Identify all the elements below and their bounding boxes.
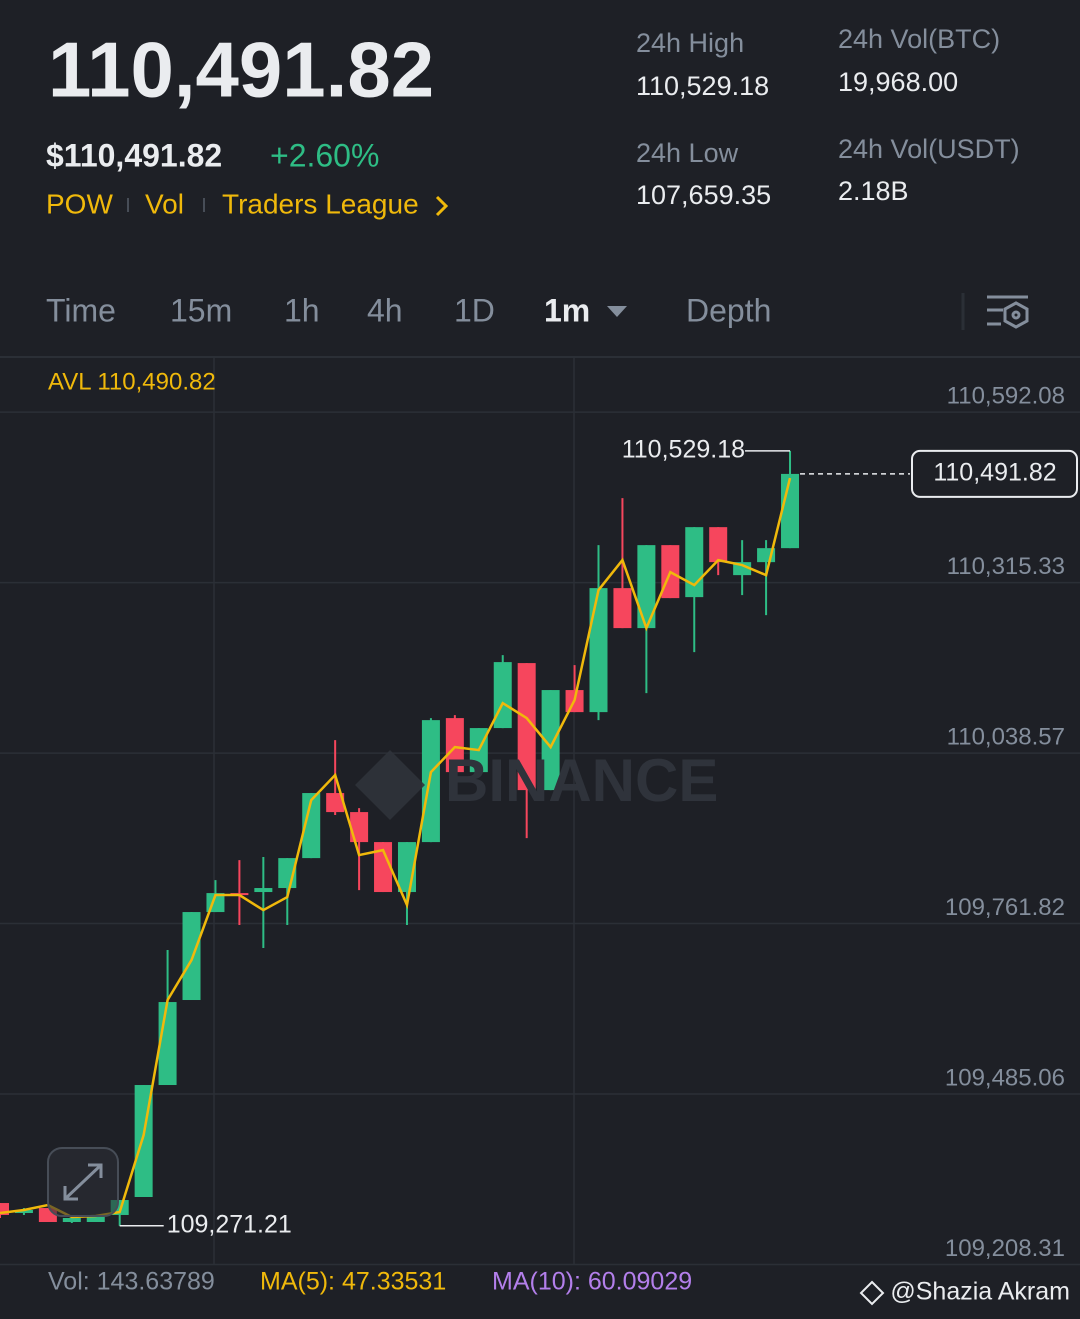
candle-body: [613, 588, 632, 629]
indicator-ma5: MA(5): 47.33531: [260, 1268, 446, 1296]
watermark: BINANCE: [445, 747, 718, 814]
candle-body: [302, 793, 321, 859]
stat-value: 107,659.35: [636, 180, 771, 210]
expand-button[interactable]: [47, 1147, 119, 1217]
candle-body: [421, 720, 440, 843]
chevron: [435, 195, 449, 217]
link-pow[interactable]: POW: [46, 188, 113, 219]
candle-body: [326, 793, 345, 813]
credit: @Shazia Akram: [890, 1278, 1070, 1306]
avl-label: AVL 110,490.82: [48, 368, 216, 395]
last-price-label: 110,491.82: [933, 459, 1056, 487]
candle-body: [374, 842, 393, 893]
indicator-vol: Vol: 143.63789: [48, 1268, 215, 1296]
tab-active[interactable]: 1m: [544, 292, 590, 328]
credit-logo: [859, 1280, 885, 1306]
stat-value: 2.18B: [838, 176, 909, 206]
stat-label: 24h Vol(USDT): [838, 134, 1020, 164]
candle-body: [254, 888, 273, 893]
last-price-tag: [911, 449, 1078, 498]
y-tick-label: 110,038.57: [947, 723, 1065, 750]
stat-value: 19,968.00: [838, 67, 958, 97]
candle-body: [182, 912, 201, 1001]
candle-body: [589, 588, 608, 713]
y-tick-label: 109,761.82: [945, 894, 1065, 921]
tab[interactable]: Time: [46, 292, 116, 328]
settings-icon[interactable]: [987, 295, 1029, 329]
stat-label: 24h Low: [636, 138, 739, 168]
candle-body: [350, 812, 369, 843]
tab[interactable]: 15m: [170, 292, 232, 328]
candle-body: [445, 718, 464, 773]
candle-body: [14, 1209, 33, 1214]
dropdown-arrow: [607, 306, 627, 317]
candle-body: [781, 473, 800, 549]
stat-value: 110,529.18: [636, 71, 769, 101]
tab[interactable]: 1D: [454, 292, 495, 328]
stat-label: 24h Vol(BTC): [838, 24, 1000, 54]
link-traders-league[interactable]: Traders League: [222, 188, 419, 219]
y-tick-label: 110,592.08: [947, 382, 1065, 409]
y-tick-label: 109,485.06: [945, 1064, 1065, 1091]
candle-body: [541, 690, 560, 791]
indicator-ma10: MA(10): 60.09029: [492, 1268, 692, 1296]
tab[interactable]: Depth: [686, 292, 771, 328]
candle-body: [0, 1203, 9, 1215]
candle-body: [685, 527, 704, 598]
link-vol[interactable]: Vol: [145, 188, 184, 219]
price-usd: $110,491.82: [46, 137, 222, 173]
candle-body: [709, 527, 728, 563]
stat-label: 24h High: [636, 28, 744, 58]
candle-body: [86, 1214, 105, 1223]
price-change: +2.60%: [270, 137, 379, 173]
avl-line: [0, 477, 792, 1219]
watermark-logo: [355, 750, 425, 820]
y-tick-label: 109,208.31: [945, 1235, 1065, 1262]
candle-body: [62, 1218, 81, 1223]
last-price: 110,491.82: [48, 26, 434, 114]
tab[interactable]: 1h: [284, 292, 320, 328]
tab[interactable]: 4h: [367, 292, 403, 328]
y-tick-label: 110,315.33: [947, 553, 1065, 580]
low-annotation: 109,271.21: [167, 1210, 292, 1238]
candle-body: [517, 663, 536, 791]
candle-body: [158, 1002, 177, 1086]
high-annotation: 110,529.18: [622, 436, 745, 464]
candle-body: [637, 545, 656, 629]
